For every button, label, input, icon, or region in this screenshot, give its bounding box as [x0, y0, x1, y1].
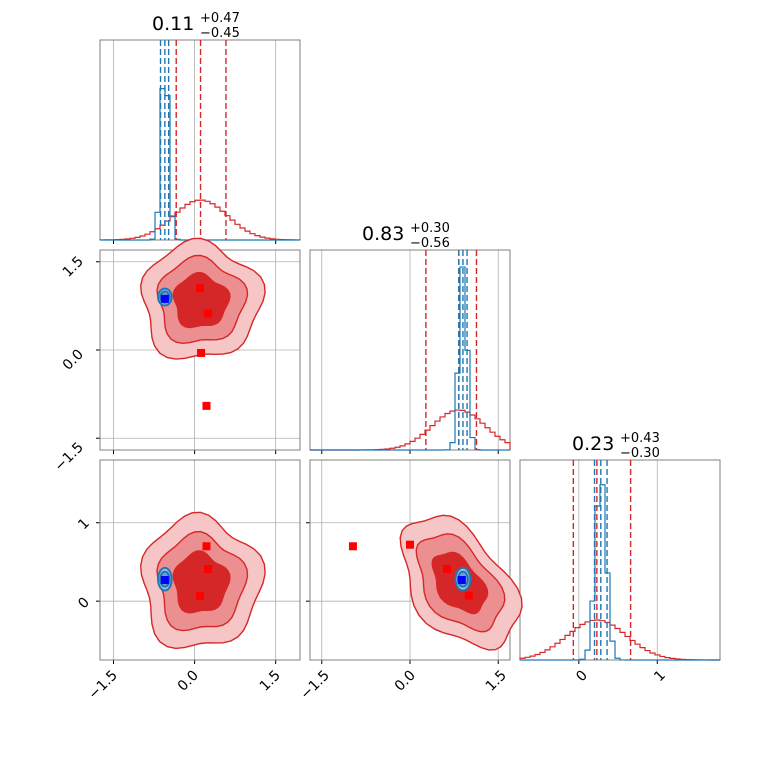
- yticks-row2: 1 0: [75, 516, 93, 613]
- yticks-row1: 1.5 0.0 −1.5: [51, 254, 86, 475]
- ytick-label: 1: [75, 516, 93, 534]
- xtick-label: 0.0: [175, 668, 202, 695]
- histogram-red-p2: [519, 619, 721, 661]
- contour-inner: [172, 550, 231, 614]
- title-p0-value: 0.11: [152, 13, 194, 35]
- histogram-red-p0: [99, 199, 301, 241]
- title-p2-value: 0.23: [572, 433, 614, 455]
- panel-2-1: [306, 459, 511, 664]
- contour-inner: [172, 271, 231, 329]
- marker-blue: [160, 576, 169, 584]
- panel-1-1: [309, 249, 511, 454]
- marker-red: [406, 540, 414, 549]
- panel-2-2: [519, 459, 721, 664]
- title-p1: 0.83 +0.30 −0.56: [362, 221, 450, 251]
- title-p0: 0.11 +0.47 −0.45: [152, 11, 240, 41]
- xticks-col0: −1.5 0.0 1.5: [85, 668, 283, 703]
- marker-red: [202, 542, 211, 551]
- title-p1-value: 0.83: [362, 223, 404, 245]
- histogram-blue-p1: [310, 266, 510, 451]
- title-p2: 0.23 +0.43 −0.30: [572, 431, 660, 461]
- marker-red: [443, 565, 452, 574]
- xtick-label: 1.5: [483, 668, 510, 695]
- xtick-label: −1.5: [85, 668, 120, 703]
- title-p0-plus: +0.47: [200, 11, 240, 26]
- title-p2-plus: +0.43: [620, 431, 660, 446]
- xtick-label: 1.5: [257, 668, 284, 695]
- marker-red: [464, 591, 473, 600]
- xtick-label: 1: [651, 668, 669, 686]
- marker-red: [348, 542, 357, 551]
- marker-red: [196, 591, 204, 600]
- title-p2-minus: −0.30: [620, 446, 660, 461]
- title-p1-plus: +0.30: [410, 221, 450, 236]
- xtick-label: 0.0: [392, 668, 419, 695]
- xticks-col1: −1.5 0.0 1.5: [297, 668, 509, 703]
- xtick-label: −1.5: [297, 668, 332, 703]
- marker-red: [204, 309, 213, 318]
- ytick-label: −1.5: [51, 440, 86, 475]
- ytick-label: 0: [75, 595, 93, 613]
- title-p1-minus: −0.56: [410, 236, 450, 251]
- histogram-blue-p2: [520, 484, 720, 661]
- ytick-label: 1.5: [60, 254, 87, 281]
- title-p0-minus: −0.45: [200, 26, 240, 41]
- panel-frame: [99, 459, 301, 661]
- marker-red: [202, 401, 211, 410]
- histogram-blue-p0: [100, 88, 300, 241]
- panel-frame: [309, 459, 511, 661]
- marker-blue: [160, 294, 169, 303]
- marker-blue: [457, 576, 466, 584]
- marker-red: [196, 284, 204, 293]
- marker-red: [204, 565, 213, 574]
- xticks-col2: 0 1: [573, 668, 669, 686]
- marker-red: [197, 348, 206, 357]
- xtick-label: 0: [573, 668, 591, 686]
- ytick-label: 0.0: [60, 347, 87, 374]
